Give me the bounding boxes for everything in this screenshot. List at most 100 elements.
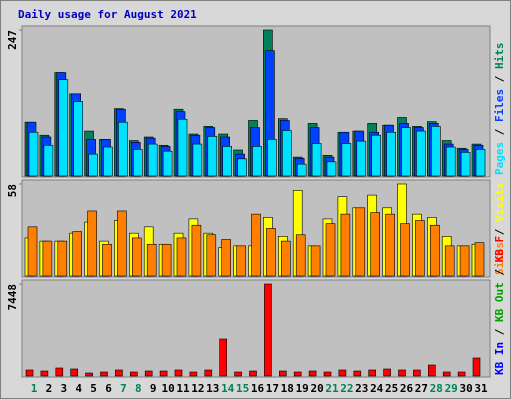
- x-tick-label: 23: [355, 382, 368, 395]
- bar: [338, 369, 347, 377]
- bar: [204, 369, 213, 377]
- x-tick-label: 12: [191, 382, 204, 395]
- bar: [27, 226, 38, 277]
- bar: [55, 367, 64, 377]
- bar: [445, 146, 456, 177]
- legend-entry: KB F: [493, 236, 506, 263]
- bar: [386, 131, 396, 177]
- panel: [21, 279, 491, 378]
- bar: [219, 338, 227, 377]
- legend: KB In / KB Out / KB F: [493, 236, 506, 375]
- bar: [43, 144, 54, 177]
- bar: [356, 140, 367, 177]
- bar: [460, 152, 471, 177]
- bar: [234, 371, 242, 377]
- bar: [252, 146, 262, 177]
- bar: [88, 153, 98, 177]
- bar: [40, 370, 49, 377]
- y-tick-label: 247: [6, 30, 19, 50]
- bar: [370, 212, 381, 277]
- bar: [144, 370, 153, 377]
- x-tick-label: 10: [161, 382, 174, 395]
- bar: [429, 224, 440, 277]
- bar: [176, 237, 187, 277]
- bar: [401, 127, 411, 177]
- legend-separator: /: [493, 122, 506, 142]
- bar: [146, 243, 157, 277]
- bar: [87, 210, 97, 277]
- legend-entry: Pages: [493, 142, 506, 175]
- bar: [162, 150, 173, 177]
- bar: [355, 207, 366, 277]
- x-tick-label: 19: [296, 382, 309, 395]
- x-tick-label: 24: [370, 382, 384, 395]
- x-tick-label: 25: [385, 382, 398, 395]
- bar: [427, 364, 436, 377]
- x-tick-label: 14: [221, 382, 235, 395]
- x-tick-label: 18: [281, 382, 294, 395]
- bar: [293, 371, 302, 377]
- x-tick-label: 7: [120, 382, 127, 395]
- bar: [177, 118, 188, 177]
- x-tick-label: 6: [105, 382, 112, 395]
- legend-entry: Hits: [493, 43, 506, 70]
- bar: [353, 370, 362, 377]
- x-tick-label: 21: [325, 382, 339, 395]
- bar: [278, 370, 287, 377]
- bar: [368, 369, 377, 377]
- bar: [28, 131, 39, 177]
- bar: [189, 371, 198, 377]
- bar: [85, 372, 93, 377]
- bar: [237, 158, 247, 177]
- bar: [221, 239, 231, 277]
- bar: [132, 237, 142, 277]
- bar: [413, 369, 421, 377]
- bar: [117, 210, 127, 277]
- x-tick-label: 31: [474, 382, 488, 395]
- x-tick-label: 27: [415, 382, 428, 395]
- bar: [70, 368, 78, 377]
- bar: [42, 240, 53, 277]
- legend-entry: Sites: [493, 242, 506, 275]
- x-tick-label: 2: [46, 382, 53, 395]
- bar: [323, 371, 332, 377]
- x-tick-label: 5: [90, 382, 97, 395]
- bar: [251, 213, 261, 277]
- bar: [415, 220, 425, 277]
- x-tick-label: 4: [75, 382, 82, 395]
- bar: [206, 234, 217, 277]
- legend-separator: /: [493, 222, 506, 242]
- bar: [385, 213, 395, 277]
- bar: [249, 370, 257, 377]
- bar: [236, 245, 246, 277]
- bar: [296, 163, 307, 177]
- bar: [295, 234, 306, 277]
- bar: [383, 368, 391, 377]
- legend-entry: Files: [493, 89, 506, 122]
- bar: [442, 371, 451, 377]
- legend-separator: /: [493, 262, 506, 282]
- x-tick-label: 28: [430, 382, 443, 395]
- x-tick-label: 3: [60, 382, 67, 395]
- x-tick-label: 13: [206, 382, 219, 395]
- bar: [147, 143, 158, 177]
- legend-entry: KB Out: [493, 282, 506, 322]
- x-tick-label: 11: [176, 382, 190, 395]
- legend: Sites / Visits: [493, 182, 506, 275]
- bar: [222, 146, 232, 177]
- bar: [207, 136, 218, 177]
- legend-entry: Visits: [493, 182, 506, 222]
- bar: [192, 143, 203, 177]
- bar: [191, 224, 202, 277]
- bar: [341, 143, 352, 177]
- x-tick-label: 22: [340, 382, 353, 395]
- y-tick-label: 7448: [6, 284, 19, 311]
- bar: [371, 134, 382, 177]
- bar: [311, 143, 322, 177]
- bar: [310, 245, 321, 277]
- bar: [457, 371, 466, 377]
- bar: [398, 369, 406, 377]
- bar: [430, 126, 441, 177]
